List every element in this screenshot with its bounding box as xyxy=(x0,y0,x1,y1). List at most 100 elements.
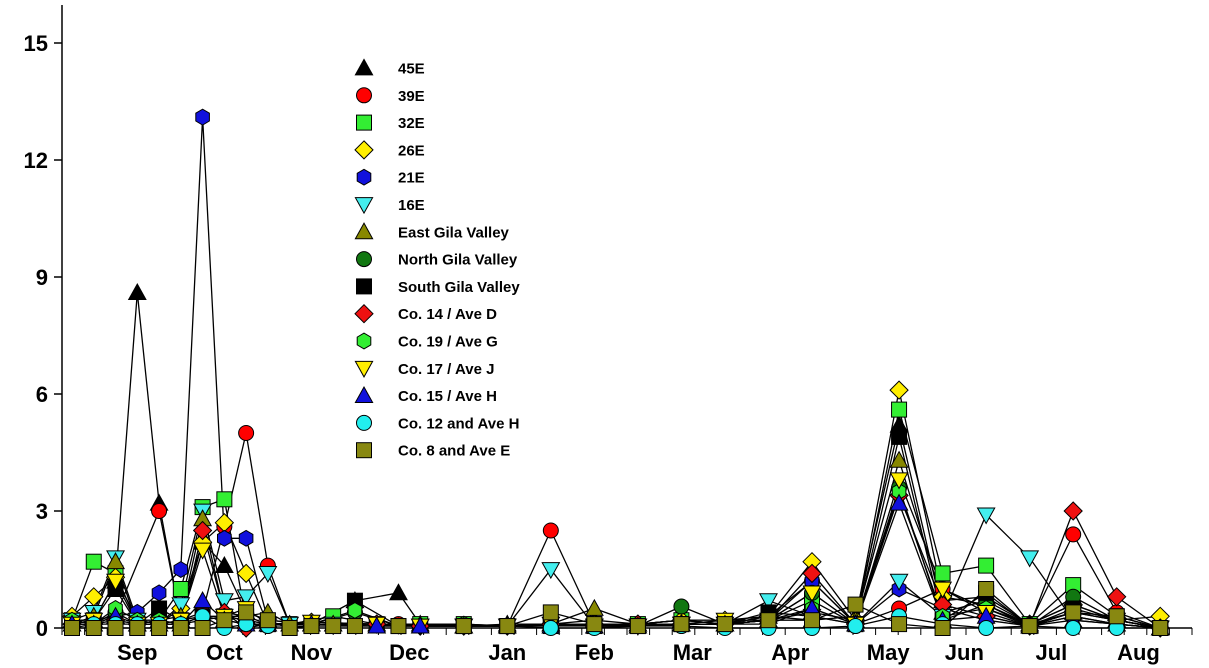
legend-marker xyxy=(354,385,374,403)
data-point xyxy=(172,620,189,636)
y-tick-label: 3 xyxy=(36,499,48,524)
data-point xyxy=(1065,526,1082,543)
data-point xyxy=(586,616,603,633)
legend-label: 45E xyxy=(398,61,425,78)
data-point xyxy=(258,566,278,584)
x-tick-label: Oct xyxy=(206,640,243,665)
data-point xyxy=(760,612,777,629)
data-point xyxy=(1063,501,1083,521)
data-point xyxy=(542,522,559,539)
data-point xyxy=(934,620,951,636)
data-point xyxy=(325,618,342,635)
data-point xyxy=(129,620,146,636)
data-point xyxy=(217,529,232,547)
data-point xyxy=(889,573,909,591)
data-point xyxy=(934,565,951,582)
data-point xyxy=(173,561,189,578)
legend-marker xyxy=(356,414,372,431)
legend-label: Co. 15 / Ave H xyxy=(398,388,497,405)
data-point xyxy=(673,616,690,633)
data-point xyxy=(716,616,733,633)
x-tick-label: Jun xyxy=(945,640,984,665)
series-line-6 xyxy=(71,457,1161,629)
data-point xyxy=(236,589,256,607)
legend-label: 32E xyxy=(398,115,425,132)
data-point xyxy=(346,618,363,635)
series-markers xyxy=(62,108,1170,638)
legend-marker xyxy=(354,197,374,215)
data-point xyxy=(106,552,126,570)
y-tick-label: 12 xyxy=(24,148,48,173)
series-line-0 xyxy=(72,292,1161,629)
data-point xyxy=(1065,604,1082,621)
data-point xyxy=(192,520,213,541)
data-point xyxy=(1020,550,1040,568)
legend-label: Co. 14 / Ave D xyxy=(398,306,497,323)
legend-marker xyxy=(356,168,372,186)
x-tick-label: Feb xyxy=(575,640,614,665)
data-point xyxy=(758,593,778,611)
x-tick-label: Sep xyxy=(117,640,157,665)
data-point xyxy=(455,618,472,635)
legend-label: Co. 17 / Ave J xyxy=(398,361,494,378)
legend-marker xyxy=(354,58,374,76)
data-point xyxy=(151,620,168,636)
x-tick-label: Jul xyxy=(1036,640,1068,665)
legend-marker xyxy=(356,87,372,104)
data-point xyxy=(1152,620,1169,636)
x-tick-label: Apr xyxy=(771,640,809,665)
data-point xyxy=(541,562,561,580)
data-point xyxy=(889,472,909,490)
data-point xyxy=(891,428,908,445)
legend-marker xyxy=(356,251,372,268)
data-point xyxy=(259,612,276,629)
data-point xyxy=(194,620,211,636)
series-line-3 xyxy=(71,389,1161,627)
x-tick-label: May xyxy=(867,640,911,665)
legend-label: 16E xyxy=(398,197,425,214)
y-tick-label: 6 xyxy=(36,382,48,407)
x-tick-label: Aug xyxy=(1117,640,1160,665)
data-point xyxy=(85,620,102,636)
x-tick-label: Dec xyxy=(389,640,429,665)
data-point xyxy=(976,507,996,525)
data-point xyxy=(195,108,210,126)
y-tick-label: 15 xyxy=(24,31,48,56)
data-point xyxy=(216,612,233,629)
data-point xyxy=(499,618,516,635)
legend-label: 21E xyxy=(398,170,425,187)
legend-marker xyxy=(354,140,374,160)
data-point xyxy=(933,581,953,599)
data-point xyxy=(214,593,234,611)
data-point xyxy=(1065,620,1082,636)
data-point xyxy=(847,596,864,613)
data-point xyxy=(171,597,191,615)
axes: 0 3 6 9 12 15 Sep Oct Nov Dec Jan Feb Mar Apr May Jun Ju… xyxy=(24,5,1193,665)
data-point xyxy=(629,618,646,635)
legend-marker xyxy=(354,222,374,240)
x-tick-label: Nov xyxy=(291,640,333,665)
data-point xyxy=(216,491,233,508)
x-tick-label: Jan xyxy=(488,640,526,665)
data-point xyxy=(847,618,864,635)
data-point xyxy=(889,493,909,511)
data-point xyxy=(673,598,690,615)
legend: 45E 39E 32E 26E 21E 16E East Gila Valley North … xyxy=(354,58,520,460)
data-point xyxy=(281,620,298,636)
data-point xyxy=(542,604,559,621)
legend-marker xyxy=(356,442,372,459)
legend-marker xyxy=(356,332,372,350)
data-point xyxy=(193,591,213,609)
data-point xyxy=(802,585,822,603)
data-point xyxy=(889,380,909,400)
data-point xyxy=(367,616,387,634)
data-point xyxy=(584,598,604,616)
data-point xyxy=(1021,618,1038,635)
legend-marker xyxy=(354,303,374,324)
legend-label: East Gila Valley xyxy=(398,224,510,241)
data-point xyxy=(388,583,408,601)
data-point xyxy=(238,604,255,621)
data-point xyxy=(889,450,909,468)
data-point xyxy=(106,573,126,591)
